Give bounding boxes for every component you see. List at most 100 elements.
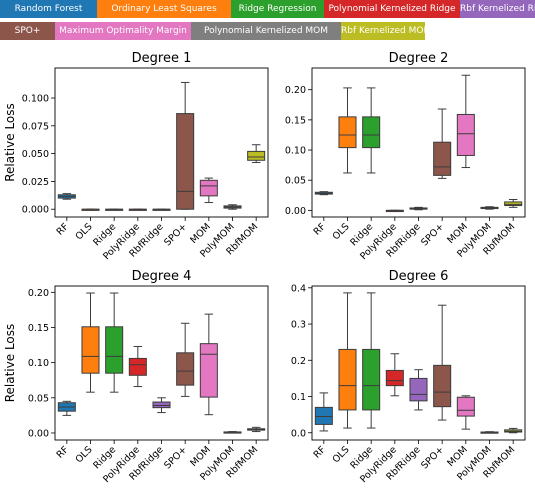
box-rf — [314, 392, 333, 432]
box-rbfmom — [247, 426, 266, 433]
y-axis-label: Relative Loss — [3, 324, 17, 403]
legend-item: Polynomial Kernelized MOM — [191, 22, 341, 40]
box-spo- — [433, 304, 452, 421]
legend-item: SPO+ — [0, 22, 55, 40]
box-mom — [199, 313, 218, 416]
box-polymom — [480, 206, 499, 210]
box-polymom — [223, 204, 242, 210]
y-tick-label: 0.15 — [285, 115, 306, 126]
y-tick-label: 0.00 — [285, 206, 306, 217]
y-tick-label: 0.100 — [22, 94, 49, 105]
plot-frame — [54, 67, 269, 218]
legend: Random Forest Ordinary Least Squares Ridge… — [0, 0, 535, 46]
box-polymom — [480, 431, 499, 434]
box-body — [338, 348, 357, 411]
box-ridge — [362, 87, 381, 174]
box-body — [314, 406, 333, 425]
panel-title: Degree 4 — [132, 269, 192, 284]
box-body — [176, 352, 195, 386]
box-polymom — [223, 431, 242, 434]
box-ols — [338, 292, 357, 429]
y-tick-label: 0.20 — [285, 85, 306, 96]
y-tick-label: 0.050 — [22, 149, 49, 160]
box-ols — [81, 208, 100, 211]
legend-item: Maximum Optimality Margin — [55, 22, 191, 40]
box-rf — [57, 400, 76, 416]
chart-panel-1: Degree 1 Relative Loss 0.000 0.025 0.050 0.07… — [3, 51, 269, 262]
legend-item: Random Forest — [0, 0, 97, 18]
y-tick-label: 0.20 — [28, 288, 49, 299]
legend-item: Ordinary Least Squares — [97, 0, 231, 18]
panel-title: Degree 1 — [132, 51, 192, 66]
box-mom — [199, 177, 218, 204]
box-body — [433, 364, 452, 408]
x-tick-label: RF — [55, 221, 71, 237]
box-spo- — [433, 108, 452, 179]
y-tick-label: 0.4 — [291, 283, 306, 294]
box-body — [504, 201, 523, 207]
box-body — [456, 113, 475, 156]
box-body — [247, 150, 266, 161]
box-rbfridge — [409, 369, 428, 411]
y-axis-label: Relative Loss — [3, 103, 17, 182]
box-rbfridge — [152, 397, 171, 414]
box-polyridge — [128, 208, 147, 211]
box-ridge — [105, 292, 124, 393]
y-tick-label: 0.00 — [28, 428, 49, 439]
box-spo- — [176, 81, 195, 210]
y-tick-label: 0.10 — [28, 358, 49, 369]
box-body — [385, 369, 404, 387]
plot-frame — [311, 67, 526, 218]
y-tick-label: 0.0 — [291, 428, 306, 439]
box-rf — [314, 191, 333, 196]
box-ols — [338, 87, 357, 174]
box-body — [105, 326, 124, 374]
box-body — [433, 141, 452, 176]
box-polyridge — [385, 209, 404, 213]
box-body — [199, 343, 218, 398]
box-body — [362, 348, 381, 411]
x-tick-label: SPO+ — [162, 444, 189, 471]
box-body — [338, 116, 357, 149]
legend-item: Ridge Regression — [231, 0, 324, 18]
y-tick-label: 0.05 — [28, 393, 49, 404]
y-tick-label: 0.000 — [22, 205, 49, 216]
x-tick-label: SPO+ — [419, 221, 446, 248]
y-tick-label: 0.05 — [285, 176, 306, 187]
box-rbfmom — [504, 199, 523, 208]
panel-title: Degree 6 — [389, 269, 449, 284]
box-ridge — [362, 292, 381, 429]
box-ridge — [105, 208, 124, 211]
box-body — [409, 377, 428, 402]
legend-item: Polynomial Kernelized Ridge — [324, 0, 460, 18]
chart-panel-4: Degree 60.00.10.20.30.4RF OLSRidgePolyRid… — [291, 269, 526, 485]
y-tick-label: 0.10 — [285, 146, 306, 157]
box-rbfridge — [152, 208, 171, 211]
legend-item: Rbf Kernelized MOM — [341, 22, 425, 40]
box-body — [152, 401, 171, 409]
x-tick-label: RF — [312, 444, 328, 460]
box-body — [362, 116, 381, 149]
y-tick-label: 0.3 — [291, 320, 306, 331]
box-mom — [456, 74, 475, 169]
plot-frame — [54, 285, 269, 441]
y-tick-label: 0.1 — [291, 392, 306, 403]
box-body — [128, 357, 147, 376]
x-tick-label: SPO+ — [419, 444, 446, 471]
y-tick-label: 0.075 — [22, 121, 49, 132]
box-body — [456, 396, 475, 417]
box-ols — [81, 292, 100, 393]
x-tick-label: RF — [312, 221, 328, 237]
y-tick-label: 0.15 — [28, 323, 49, 334]
box-rbfridge — [409, 206, 428, 211]
plot-frame — [311, 285, 526, 441]
box-body — [199, 179, 218, 197]
box-spo- — [176, 322, 195, 397]
box-rbfmom — [247, 144, 266, 164]
x-tick-label: RF — [55, 444, 71, 460]
legend-item: Rbf Kernelized Ridge — [460, 0, 535, 18]
panel-title: Degree 2 — [389, 51, 449, 66]
box-rbfmom — [504, 427, 523, 434]
